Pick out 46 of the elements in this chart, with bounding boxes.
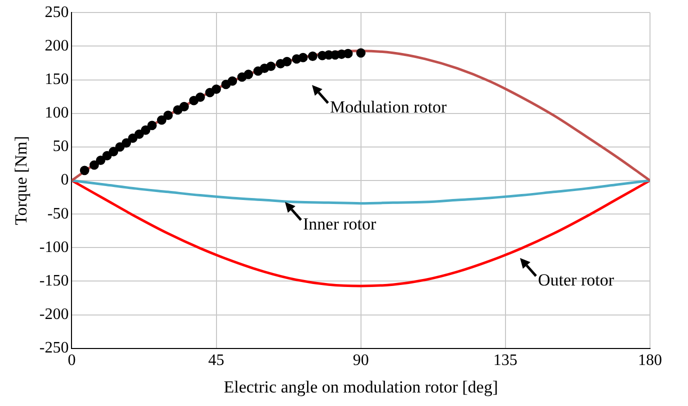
line-series — [72, 179, 650, 288]
y-tick-label: -50 — [47, 205, 69, 222]
y-tick-label: 100 — [44, 104, 69, 122]
point — [282, 56, 292, 66]
point — [179, 102, 189, 112]
y-tick-label: 150 — [44, 70, 69, 88]
point — [343, 48, 353, 58]
x-axis-title: Electric angle on modulation rotor [deg] — [224, 377, 498, 396]
point — [156, 115, 166, 125]
line-series — [72, 179, 650, 205]
point — [266, 62, 276, 72]
point — [163, 110, 173, 120]
point — [134, 129, 144, 139]
point — [244, 70, 254, 80]
point — [147, 120, 157, 130]
point — [80, 166, 90, 176]
y-tick-label: -250 — [39, 340, 69, 357]
point — [196, 92, 205, 102]
point — [96, 156, 106, 166]
y-tick-label: 50 — [52, 138, 69, 156]
point — [308, 52, 318, 61]
point — [140, 125, 150, 135]
x-tick-label: 135 — [493, 352, 518, 370]
y-tick-label: -150 — [39, 272, 69, 290]
point — [228, 76, 238, 86]
point — [212, 84, 221, 94]
annotation: Modulation rotor — [330, 97, 447, 116]
x-tick-label: 180 — [638, 352, 662, 370]
x-tick-label: 90 — [352, 352, 369, 370]
annotation: Inner rotor — [303, 214, 376, 234]
x-tick-label: 45 — [208, 352, 224, 370]
point — [298, 52, 308, 62]
y-tick-label: 250 — [44, 4, 69, 21]
point — [102, 150, 112, 160]
line-series — [72, 50, 650, 182]
point — [90, 160, 99, 170]
y-axis-title: Torque [Nm] — [12, 136, 31, 225]
y-tick-label: 0 — [60, 172, 69, 189]
point — [356, 48, 366, 58]
y-tick-label: -200 — [39, 306, 69, 324]
y-tick-label: 200 — [44, 37, 69, 54]
y-tick-label: -100 — [39, 238, 69, 256]
annotation: Outer rotor — [538, 270, 614, 290]
point — [128, 133, 138, 143]
point — [108, 146, 118, 156]
point — [122, 138, 132, 148]
